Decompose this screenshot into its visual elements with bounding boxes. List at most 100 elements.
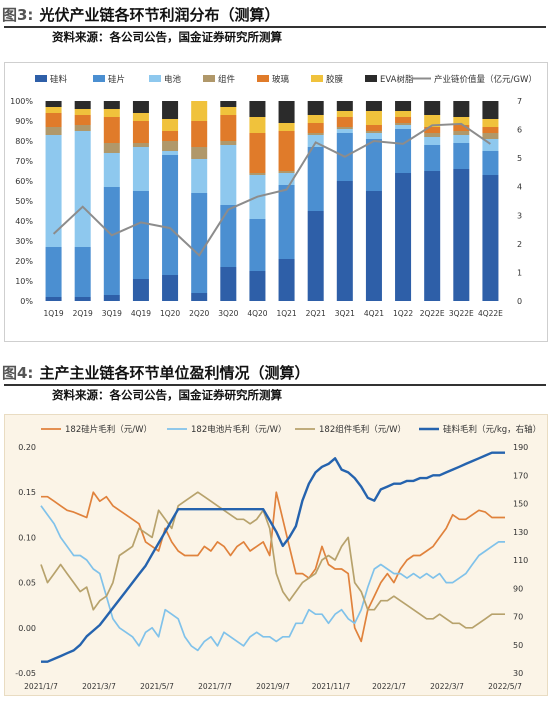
y2-tick-label: 30 xyxy=(513,669,523,678)
figure-3-header: 图3: 光伏产业链各环节利润分布（测算） 资料来源：各公司公告，国金证券研究所测算 xyxy=(0,4,550,46)
y2-tick-label: 190 xyxy=(513,443,528,452)
bar-segment xyxy=(191,293,208,301)
bar-segment xyxy=(307,115,324,123)
y2-tick-label: 6 xyxy=(517,126,522,135)
bar-segment xyxy=(249,101,266,117)
bar-segment xyxy=(249,133,266,173)
bar-segment xyxy=(307,101,324,115)
figure-4-title: 主产主业链各环节单位盈利情况（测算） xyxy=(39,364,310,382)
x-tick-label: 1Q19 xyxy=(43,309,63,318)
bar-segment xyxy=(336,111,353,117)
figure-3-title-row: 图3: 光伏产业链各环节利润分布（测算） xyxy=(0,4,550,26)
y2-tick-label: 2 xyxy=(517,240,522,249)
bar-segment xyxy=(220,141,237,145)
bar-segment xyxy=(365,111,382,125)
bar-segment xyxy=(74,109,91,115)
bar-segment xyxy=(453,169,470,301)
y2-tick-label: 5 xyxy=(517,154,522,163)
chart-2-frame: 182硅片毛利（元/W） 182电池片毛利（元/W） 182组件毛利（元/W） 硅料毛… xyxy=(4,414,548,696)
bar-segment xyxy=(307,147,324,211)
y-tick-label: 50% xyxy=(15,197,33,206)
bar-segment xyxy=(365,191,382,301)
bar-segment xyxy=(132,113,149,121)
bar-segment xyxy=(482,119,499,127)
bar-segment xyxy=(424,171,441,301)
bar-segment xyxy=(424,101,441,115)
bar-segment xyxy=(45,113,62,127)
bar-segment xyxy=(220,145,237,205)
x-tick-label: 4Q21 xyxy=(364,309,384,318)
y2-tick-label: 170 xyxy=(513,471,528,480)
legend-label: 182组件毛利（元/W） xyxy=(319,424,406,435)
bar-segment xyxy=(365,133,382,139)
figure-3-number: 图3: xyxy=(2,6,34,24)
bar-segment xyxy=(336,129,353,133)
x-tick-label: 3Q21 xyxy=(335,309,355,318)
y-tick-label: 100% xyxy=(10,97,33,106)
chart-1-svg: 硅料 硅片 电池 组件 玻璃 胶膜 EVA树脂 产业链价值量（亿元/GW）0%10%20%30… xyxy=(10,74,537,318)
bar-segment xyxy=(220,205,237,267)
bar-segment xyxy=(132,279,149,301)
y2-tick-label: 50 xyxy=(513,641,523,650)
x-tick-label: 1Q20 xyxy=(160,309,180,318)
x-tick-label: 3Q20 xyxy=(218,309,238,318)
bar-segment xyxy=(162,119,179,131)
bar-segment xyxy=(103,295,120,301)
legend-label: 产业链价值量（亿元/GW） xyxy=(434,74,537,85)
y-tick-label: -0.05 xyxy=(15,669,36,678)
bar-segment xyxy=(424,137,441,145)
bar-segment xyxy=(395,101,412,111)
chart-1-frame: 硅料 硅片 电池 组件 玻璃 胶膜 EVA树脂 产业链价值量（亿元/GW） 0% 10% 20% 30… xyxy=(4,62,548,342)
bar-segment xyxy=(162,155,179,275)
legend-label: 组件 xyxy=(218,74,236,85)
legend-swatch xyxy=(311,75,323,82)
bar-segment xyxy=(365,101,382,111)
y-tick-label: 90% xyxy=(15,117,33,126)
y-tick-label: 0.15 xyxy=(18,488,36,497)
bar-segment xyxy=(162,275,179,301)
bar-segment xyxy=(74,125,91,131)
bar-segment xyxy=(103,143,120,153)
bar-segment xyxy=(453,117,470,125)
y-tick-label: 0.05 xyxy=(18,579,36,588)
bar-segment xyxy=(424,115,441,127)
x-tick-label: 1Q21 xyxy=(276,309,296,318)
legend-label: 硅片 xyxy=(108,74,125,85)
bar-segment xyxy=(220,101,237,107)
y2-tick-label: 110 xyxy=(513,556,528,565)
legend-label: 182电池片毛利（元/W） xyxy=(191,424,287,435)
bar-segment xyxy=(482,175,499,301)
x-tick-label: 1Q22 xyxy=(393,309,413,318)
figure-4-number: 图4: xyxy=(2,364,34,382)
bar-segment xyxy=(103,187,120,295)
bar-segment xyxy=(278,131,295,171)
bar-segment xyxy=(453,143,470,169)
bar-segment xyxy=(74,101,91,109)
bar-segment xyxy=(132,121,149,143)
bar-segment xyxy=(365,125,382,131)
bar-segment xyxy=(307,211,324,301)
y-tick-label: 0.10 xyxy=(18,533,36,542)
bar-segment xyxy=(395,129,412,173)
bar-segment xyxy=(220,115,237,141)
x-tick-label: 2021/11/7 xyxy=(312,682,351,691)
bar-segment xyxy=(45,107,62,113)
bar-segment xyxy=(74,297,91,301)
bar-segment xyxy=(395,117,412,123)
bar-segment xyxy=(278,123,295,131)
bar-segment xyxy=(103,153,120,187)
legend-label: 硅料 xyxy=(50,74,68,85)
bar-segment xyxy=(453,101,470,117)
bar-segment xyxy=(482,127,499,133)
y-tick-label: 0% xyxy=(20,297,33,306)
figure-3-rule xyxy=(4,26,546,28)
series-line xyxy=(41,491,505,643)
bar-segment xyxy=(278,171,295,173)
y2-tick-label: 1 xyxy=(517,268,522,277)
legend-label: 硅料毛利（元/kg，右轴） xyxy=(443,424,541,435)
bar-segment xyxy=(191,193,208,293)
y2-tick-label: 0 xyxy=(517,297,522,306)
bar-segment xyxy=(132,147,149,191)
figure-4-header: 图4: 主产主业链各环节单位盈利情况（测算） 资料来源：各公司公告，国金证券研究所… xyxy=(0,362,550,404)
x-tick-label: 3Q19 xyxy=(102,309,122,318)
